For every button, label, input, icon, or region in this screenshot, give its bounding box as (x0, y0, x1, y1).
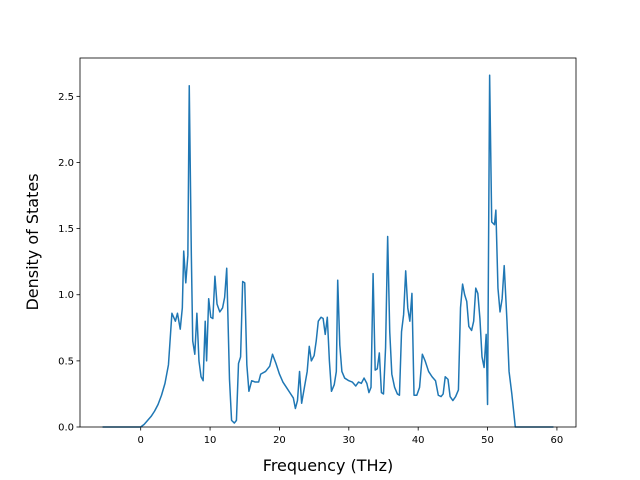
x-tick-label: 50 (481, 435, 494, 446)
x-tick-label: 10 (204, 435, 217, 446)
x-tick-label: 30 (342, 435, 355, 446)
y-tick-label: 2.0 (58, 158, 74, 169)
x-tick-label: 20 (273, 435, 286, 446)
y-tick-label: 2.5 (58, 92, 74, 103)
plot-frame (79, 57, 577, 428)
x-tick-label: 0 (138, 435, 144, 446)
y-tick-label: 1.0 (58, 290, 74, 301)
x-tick-label: 60 (551, 435, 564, 446)
y-tick-label: 0.5 (58, 356, 74, 367)
x-axis-label: Frequency (THz) (263, 456, 393, 475)
line (102, 74, 554, 428)
x-tick-label: 40 (412, 435, 425, 446)
y-tick-label: 0.0 (58, 423, 74, 434)
y-axis-label: Density of States (23, 173, 42, 310)
y-tick-label: 1.5 (58, 224, 74, 235)
